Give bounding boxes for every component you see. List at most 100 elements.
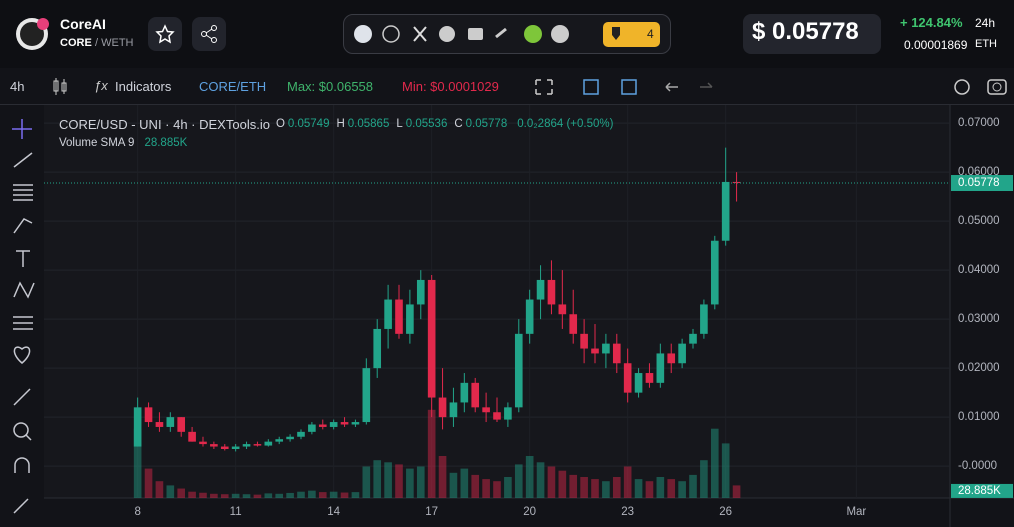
volume-bar	[612, 477, 621, 498]
indicators[interactable]: Indicators	[115, 79, 172, 94]
volume-sma-value: 28.885K	[144, 137, 188, 149]
max: Max: $0.06558	[287, 79, 374, 94]
volume-bar	[427, 409, 436, 498]
volume-bar	[732, 485, 741, 498]
candle-body	[645, 373, 654, 383]
volume-bar	[710, 428, 719, 498]
candle-body	[710, 240, 719, 305]
ohlc-key: O	[275, 118, 285, 130]
legend-change: 0.0₂2864 (+0.50%)	[517, 118, 614, 130]
volume-bar	[416, 466, 425, 498]
y-tick-label: 0.03000	[958, 313, 1000, 325]
candle-body	[449, 402, 458, 418]
candle-body	[188, 431, 196, 442]
interval[interactable]: 4h	[10, 79, 25, 94]
candle-body	[406, 304, 414, 334]
volume-bar	[275, 493, 284, 498]
volume-bar	[155, 481, 164, 498]
favorite-button[interactable]	[148, 17, 182, 51]
volume-bar	[264, 493, 273, 498]
x-tick-label: 26	[719, 506, 732, 518]
y-tick-label: 0.04000	[958, 264, 1000, 276]
ohlc-key: H	[336, 118, 345, 130]
candle-body	[275, 439, 284, 442]
candle-body	[732, 181, 741, 184]
candle-body	[656, 353, 665, 383]
x-tick-label: 8	[134, 506, 140, 518]
candle-body	[471, 382, 480, 408]
token-name: CoreAI	[60, 16, 106, 32]
pair[interactable]: CORE/ETH	[199, 79, 267, 94]
candle-body	[210, 444, 218, 447]
ohlc-value: 0.05778	[465, 118, 508, 130]
ohlc-key: L	[396, 118, 403, 130]
volume-bar	[340, 492, 349, 498]
volume-bar	[220, 494, 229, 498]
share-button[interactable]	[192, 17, 226, 51]
plot-area	[44, 105, 950, 498]
candle-body	[297, 431, 305, 437]
volume-bar	[700, 460, 708, 498]
min: Min: $0.0001029	[402, 79, 499, 94]
volume-bar	[438, 456, 447, 498]
volume-bar	[623, 466, 632, 498]
drawing-tools: TV	[12, 119, 35, 514]
candle-body	[623, 363, 632, 393]
volume-bar	[177, 488, 186, 498]
volume-bar	[580, 477, 588, 498]
candle-body	[536, 279, 545, 300]
fx-icon[interactable]: ƒx	[94, 78, 108, 93]
x-tick-label: 17	[425, 506, 438, 518]
price-box	[743, 14, 881, 54]
social-bar: 4	[343, 14, 671, 54]
candle-body	[155, 422, 164, 427]
y-tick-label: -0.0000	[958, 460, 997, 472]
candle-body	[514, 333, 523, 408]
volume-bar	[362, 466, 371, 498]
divider	[0, 104, 1014, 105]
volume-bar	[558, 470, 567, 498]
x-tick-label: 11	[230, 506, 242, 518]
logo	[16, 18, 49, 50]
volume-bar	[166, 485, 175, 498]
candle-body	[253, 444, 262, 446]
candle-body	[318, 424, 327, 427]
candle-body	[504, 407, 512, 420]
volume-bar	[721, 443, 730, 498]
chart-type-icon[interactable]	[50, 76, 70, 98]
candle-body	[547, 279, 556, 305]
volume-bar	[514, 464, 523, 498]
volume-bar	[144, 468, 153, 498]
volume-label: Volume SMA 9	[59, 137, 135, 149]
candle-body	[133, 407, 142, 447]
volume-bar	[384, 462, 392, 498]
x-tick-label: 20	[523, 506, 536, 518]
change-period: 24h	[975, 16, 996, 30]
candle-body	[689, 333, 697, 344]
candle-body	[558, 304, 567, 315]
volume-bar	[569, 474, 578, 498]
volume-bar	[678, 481, 686, 498]
candle-body	[362, 368, 371, 423]
candle-body	[482, 407, 490, 413]
candle-body	[612, 343, 621, 364]
volume-bar	[406, 468, 414, 498]
eth-price: 0.00001869	[904, 38, 968, 52]
base: CORE	[60, 37, 92, 49]
last-price-tag	[951, 175, 1013, 192]
volume-bar	[547, 466, 556, 498]
candle-body	[144, 407, 153, 423]
candle-body	[427, 279, 436, 398]
volume-bar	[373, 460, 382, 498]
candle-body	[395, 299, 403, 334]
volume-bar	[449, 472, 458, 498]
candle-body	[525, 299, 534, 334]
candle-body	[231, 446, 240, 449]
volume-bar	[253, 494, 262, 498]
candle-body	[460, 382, 469, 403]
volume-bar	[242, 494, 251, 498]
candle-body	[166, 417, 175, 427]
volume-bar	[318, 492, 327, 498]
candle-body	[721, 181, 730, 241]
ohlc-value: 0.05865	[347, 118, 390, 130]
